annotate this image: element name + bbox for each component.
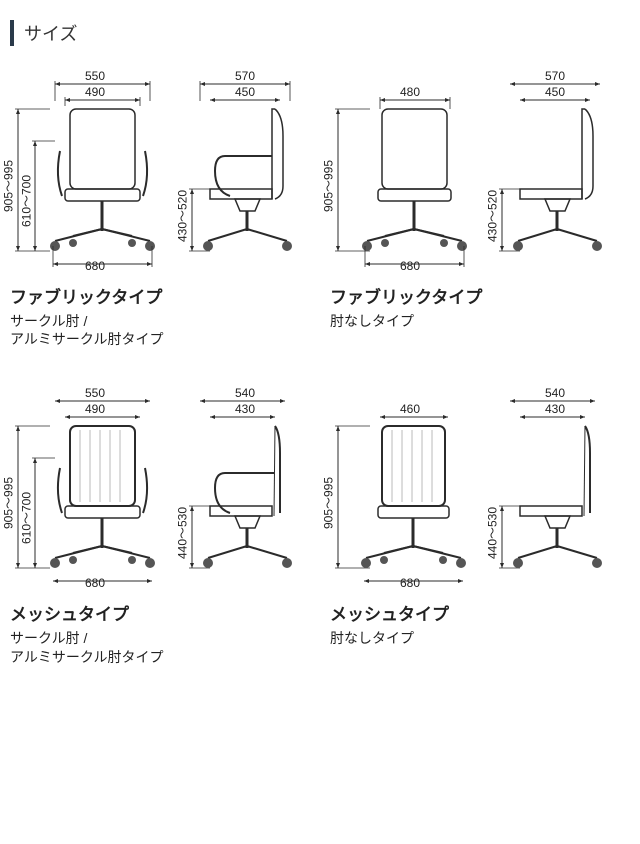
panels-grid: 550 490 905～995 610～700 680 [10,71,630,666]
panel-mesh-arm: 550 490 905～995 610～700 680 [10,388,310,665]
dim-left-inner: 610～700 [18,175,35,227]
dim-left-outer: 905～995 [320,160,337,212]
dim-left: 430～520 [174,190,191,242]
dim-top-inner: 490 [85,85,105,99]
front-view: 460 905～995 680 [330,388,490,588]
dim-top-inner: 430 [545,402,565,416]
dim-top-outer: 540 [545,386,565,400]
chair-front-svg [330,71,490,271]
dim-top-inner: 450 [545,85,565,99]
dim-bottom: 680 [85,576,105,590]
dim-left-outer: 905～995 [0,477,17,529]
chair-front-svg [10,71,180,271]
dim-left: 440～530 [174,507,191,559]
panel-mesh-noarm: 460 905～995 680 [330,388,630,665]
side-view: 570 450 430～520 [180,71,310,271]
dim-bottom: 680 [400,576,420,590]
chair-side-svg [180,71,310,271]
dim-top-outer: 550 [85,69,105,83]
dim-top: 460 [400,402,420,416]
caption-sub2: アルミサークル肘タイプ [10,330,310,348]
caption-title: メッシュタイプ [10,600,310,625]
front-view: 550 490 905～995 610～700 680 [10,388,180,588]
caption-sub1: サークル肘 / [10,629,310,647]
panel-fabric-noarm: 480 905～995 680 [330,71,630,348]
caption-title: メッシュタイプ [330,600,630,625]
dim-top-outer: 540 [235,386,255,400]
dim-bottom: 680 [85,259,105,273]
chair-side-svg [490,388,620,588]
dim-top-inner: 430 [235,402,255,416]
dim-top-inner: 450 [235,85,255,99]
side-view: 570 450 430～520 [490,71,620,271]
caption-sub1: サークル肘 / [10,312,310,330]
dim-top-outer: 570 [545,69,565,83]
chair-side-svg [180,388,310,588]
caption-title: ファブリックタイプ [10,283,310,308]
chair-side-svg [490,71,620,271]
dim-left-outer: 905～995 [320,477,337,529]
dim-left-inner: 610～700 [18,492,35,544]
dim-top-inner: 490 [85,402,105,416]
dim-left-outer: 905～995 [0,160,17,212]
caption-title: ファブリックタイプ [330,283,630,308]
front-view: 480 905～995 680 [330,71,490,271]
dim-top-outer: 550 [85,386,105,400]
dim-left: 440～530 [484,507,501,559]
chair-front-svg [330,388,490,588]
chair-front-svg [10,388,180,588]
caption-sub1: 肘なしタイプ [330,312,630,330]
side-view: 540 430 440～530 [180,388,310,588]
panel-fabric-arm: 550 490 905～995 610～700 680 [10,71,310,348]
side-view: 540 430 440～530 [490,388,620,588]
dim-bottom: 680 [400,259,420,273]
caption-sub1: 肘なしタイプ [330,629,630,647]
front-view: 550 490 905～995 610～700 680 [10,71,180,271]
section-title: サイズ [10,20,630,46]
dim-top-outer: 570 [235,69,255,83]
dim-left: 430～520 [484,190,501,242]
dim-top: 480 [400,85,420,99]
caption-sub2: アルミサークル肘タイプ [10,648,310,666]
